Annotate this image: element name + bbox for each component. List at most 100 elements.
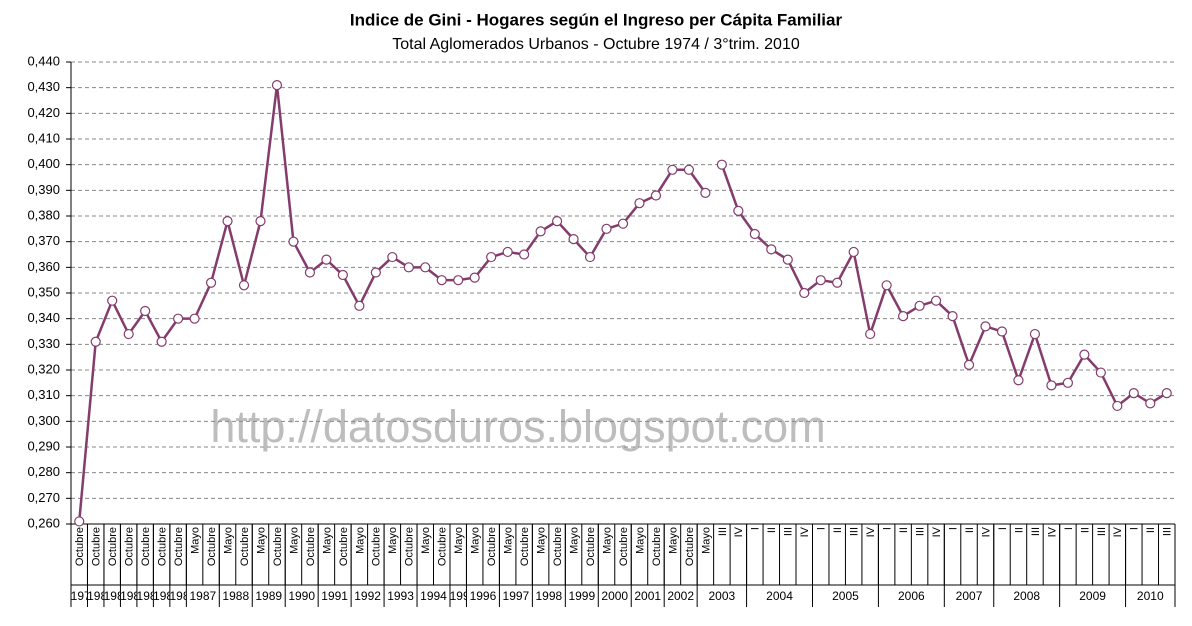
data-point: [1029, 328, 1041, 340]
data-point: [716, 159, 727, 170]
year-label: 1985: [170, 589, 197, 603]
x-tick-label: IV: [1112, 526, 1124, 537]
x-tick-label: Mayo: [503, 527, 515, 554]
data-point: [881, 280, 892, 291]
x-tick-label: Mayo: [288, 527, 300, 554]
data-point: [634, 198, 645, 209]
x-tick-label: Octubre: [107, 527, 119, 566]
x-tick-label: III: [717, 527, 729, 536]
data-point: [469, 272, 480, 283]
x-tick-label: I: [1063, 527, 1075, 530]
x-tick-label: Mayo: [568, 527, 580, 554]
x-tick-label: Octubre: [239, 527, 251, 566]
x-tick-label: Octubre: [272, 527, 284, 566]
x-tick-label: Mayo: [189, 527, 201, 554]
x-tick-label: Mayo: [222, 527, 234, 554]
year-label: 1996: [470, 589, 497, 603]
x-tick-label: Octubre: [157, 527, 169, 566]
data-point: [551, 216, 563, 227]
y-tick-label: 0,400: [27, 156, 60, 171]
y-tick-label: 0,370: [27, 233, 60, 248]
data-point: [1095, 367, 1106, 378]
year-label: 2004: [766, 589, 793, 603]
y-tick-label: 0,430: [27, 79, 60, 94]
data-point: [667, 164, 678, 175]
data-point: [996, 326, 1008, 337]
data-point: [304, 267, 316, 278]
x-tick-label: Octubre: [338, 527, 350, 566]
year-label: 2009: [1079, 589, 1106, 603]
data-point: [832, 277, 843, 288]
y-tick-label: 0,350: [27, 284, 60, 299]
x-tick-label: III: [1162, 527, 1174, 536]
x-tick-label: II: [766, 527, 778, 533]
x-tick-label: III: [1096, 527, 1108, 536]
x-tick-label: Octubre: [173, 527, 185, 566]
x-tick-label: Octubre: [124, 527, 136, 566]
x-tick-label: II: [1079, 527, 1091, 533]
y-tick-label: 0,320: [27, 361, 60, 376]
y-tick-label: 0,280: [27, 464, 60, 479]
data-point: [815, 275, 826, 286]
data-point: [156, 336, 167, 347]
data-point: [420, 262, 431, 273]
data-point: [1128, 388, 1139, 399]
chart-title: Indice de Gini - Hogares según el Ingres…: [350, 10, 843, 29]
data-point: [271, 79, 283, 91]
watermark: http://datosduros.blogspot.com: [210, 401, 825, 452]
data-point: [140, 305, 151, 317]
y-tick-label: 0,310: [27, 387, 60, 402]
data-point: [1145, 398, 1156, 409]
year-label: 2005: [832, 589, 859, 603]
year-label: 1980: [87, 589, 114, 603]
x-tick-label: I: [750, 527, 762, 530]
year-label: 2008: [1013, 589, 1040, 603]
year-label: 1983: [137, 589, 164, 603]
year-label: 1998: [535, 589, 562, 603]
data-point: [898, 311, 909, 322]
x-tick-label: Mayo: [470, 527, 482, 554]
data-point: [502, 246, 513, 258]
x-tick-label: Octubre: [140, 527, 152, 566]
x-tick-label: IV: [931, 526, 943, 537]
year-label: 2001: [634, 589, 661, 603]
x-tick-label: II: [832, 527, 844, 533]
y-tick-label: 0,260: [27, 515, 60, 530]
year-label: 1999: [568, 589, 595, 603]
chart-subtitle: Total Aglomerados Urbanos - Octubre 1974…: [392, 36, 800, 53]
year-label: 2000: [601, 589, 628, 603]
year-label: 1987: [189, 589, 216, 603]
year-label: 1988: [222, 589, 249, 603]
data-point: [980, 321, 991, 332]
year-label: 2002: [667, 589, 694, 603]
year-label: 1989: [255, 589, 282, 603]
x-tick-label: Octubre: [206, 527, 218, 566]
y-tick-label: 0,360: [27, 259, 60, 274]
x-tick-label: Octubre: [651, 527, 663, 566]
x-tick-label: I: [816, 527, 828, 530]
x-tick-label: III: [915, 527, 927, 536]
data-point: [354, 300, 365, 311]
year-label: 1993: [387, 589, 414, 603]
data-point: [914, 300, 925, 311]
data-point: [601, 223, 612, 234]
x-tick-label: Octubre: [552, 527, 564, 566]
year-label: 1974: [71, 589, 98, 603]
data-point: [337, 269, 348, 281]
year-label: 1994: [420, 589, 447, 603]
year-label: 2006: [898, 589, 925, 603]
x-tick-label: Mayo: [667, 527, 679, 554]
x-tick-label: Octubre: [74, 527, 86, 566]
data-point: [486, 251, 497, 263]
data-point: [848, 246, 859, 258]
x-tick-label: Octubre: [585, 527, 597, 566]
y-tick-label: 0,380: [27, 207, 60, 222]
series-line: [720, 164, 1168, 408]
data-point: [173, 313, 184, 324]
data-point: [1013, 375, 1024, 386]
x-tick-label: Octubre: [371, 527, 383, 566]
x-tick-label: Octubre: [305, 527, 317, 566]
data-point: [255, 216, 266, 227]
